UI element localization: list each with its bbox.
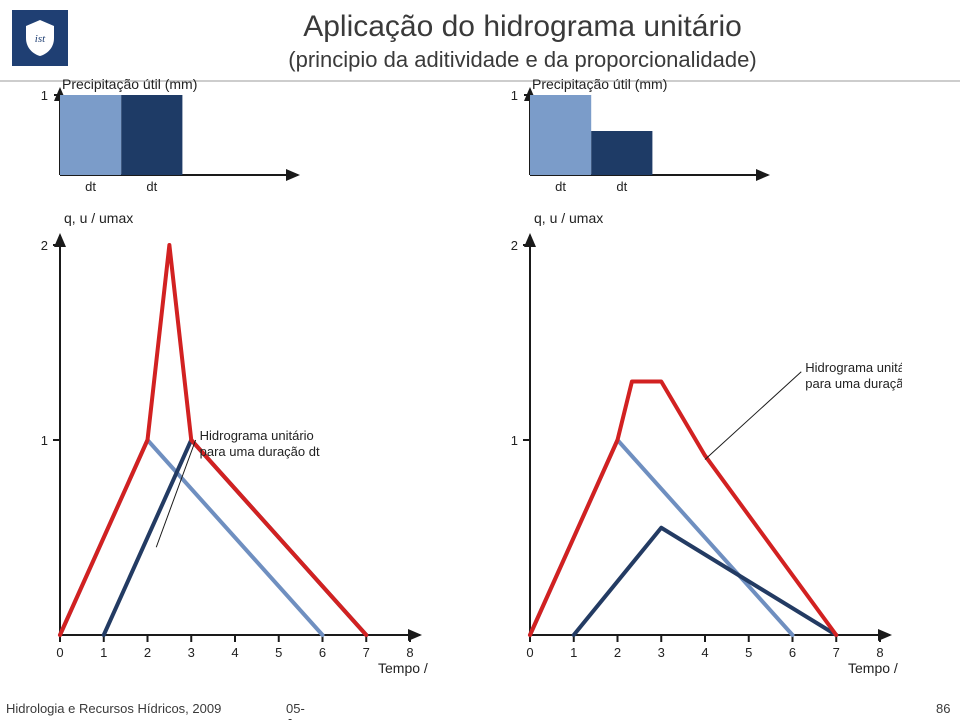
svg-text:Precipitação útil (mm): Precipitação útil (mm) xyxy=(532,76,667,92)
svg-text:1: 1 xyxy=(41,88,48,103)
svg-text:6: 6 xyxy=(319,645,326,660)
svg-text:7: 7 xyxy=(363,645,370,660)
footer: Hidrologia e Recursos Hídricos, 2009 05-… xyxy=(6,701,221,716)
svg-text:7: 7 xyxy=(833,645,840,660)
svg-text:Tempo / dt: Tempo / dt xyxy=(848,660,902,676)
footer-mid: 05-Jun-09 xyxy=(286,701,311,720)
svg-text:3: 3 xyxy=(658,645,665,660)
svg-text:2: 2 xyxy=(41,238,48,253)
hydrograph-chart-right: 1 2 0 1 2 3 4 5 6 7 8 q, u / umax Tempo / dt Hidrogra… xyxy=(486,205,902,681)
title-line-2: (principio da aditividade e da proporcio… xyxy=(95,46,950,74)
svg-text:para uma duração dt: para uma duração dt xyxy=(200,444,320,459)
shield-icon: ist xyxy=(20,18,60,58)
svg-text:5: 5 xyxy=(745,645,752,660)
svg-text:2: 2 xyxy=(144,645,151,660)
svg-text:3: 3 xyxy=(188,645,195,660)
svg-text:Precipitação útil (mm): Precipitação útil (mm) xyxy=(62,76,197,92)
footer-left: Hidrologia e Recursos Hídricos, 2009 xyxy=(6,701,221,716)
logo-badge: ist xyxy=(12,10,68,66)
svg-text:para uma duração dt: para uma duração dt xyxy=(805,376,902,391)
svg-text:Hidrograma unitário: Hidrograma unitário xyxy=(200,428,314,443)
svg-text:q, u / umax: q, u / umax xyxy=(534,210,603,226)
svg-text:dt: dt xyxy=(555,179,566,194)
svg-text:2: 2 xyxy=(614,645,621,660)
precip-chart-right: 1 dt dt Precipitação útil (mm) xyxy=(490,73,890,199)
svg-text:1: 1 xyxy=(511,433,518,448)
svg-text:8: 8 xyxy=(876,645,883,660)
svg-text:4: 4 xyxy=(701,645,708,660)
svg-text:0: 0 xyxy=(526,645,533,660)
footer-page: 86 xyxy=(936,701,950,716)
svg-text:6: 6 xyxy=(789,645,796,660)
svg-text:q, u / umax: q, u / umax xyxy=(64,210,133,226)
svg-text:Hidrograma unitário: Hidrograma unitário xyxy=(805,360,902,375)
page-title: Aplicação do hidrograma unitário (princi… xyxy=(95,8,950,73)
svg-text:8: 8 xyxy=(406,645,413,660)
svg-text:ist: ist xyxy=(35,33,46,45)
svg-text:5: 5 xyxy=(275,645,282,660)
title-line-1: Aplicação do hidrograma unitário xyxy=(95,8,950,46)
svg-text:0: 0 xyxy=(56,645,63,660)
svg-text:1: 1 xyxy=(41,433,48,448)
svg-text:2: 2 xyxy=(511,238,518,253)
svg-text:dt: dt xyxy=(85,179,96,194)
svg-text:Tempo / dt: Tempo / dt xyxy=(378,660,432,676)
svg-text:4: 4 xyxy=(231,645,238,660)
hydrograph-chart-left: 1 2 0 1 2 3 4 5 6 7 8 q, u / umax Tempo / dt Hidrogra… xyxy=(16,205,432,681)
svg-text:1: 1 xyxy=(511,88,518,103)
svg-text:dt: dt xyxy=(146,179,157,194)
svg-text:dt: dt xyxy=(616,179,627,194)
svg-text:1: 1 xyxy=(100,645,107,660)
svg-text:1: 1 xyxy=(570,645,577,660)
precip-chart-left: 1 dt dt Precipitação útil (mm) xyxy=(20,73,420,199)
